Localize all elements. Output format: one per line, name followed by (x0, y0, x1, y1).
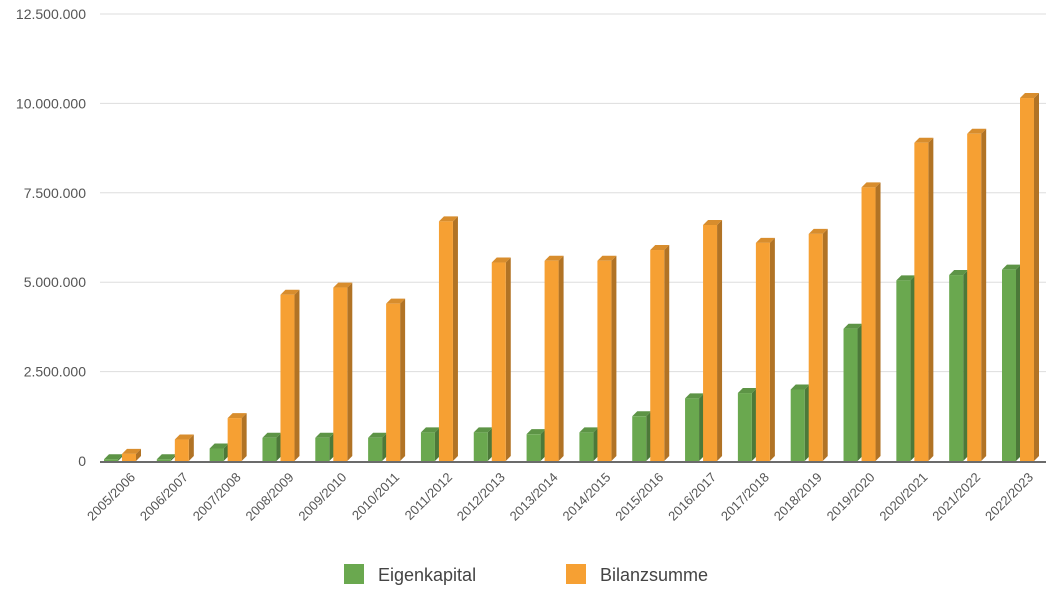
x-tick-label: 2019/2020 (824, 470, 878, 524)
bar-bilanzsumme (597, 255, 617, 461)
x-tick-label: 2013/2014 (507, 470, 561, 524)
bars (104, 93, 1039, 461)
bar-bilanzsumme (544, 255, 564, 461)
bar-bilanzsumme (861, 182, 881, 461)
legend-label: Bilanzsumme (600, 565, 708, 585)
x-tick-label: 2015/2016 (612, 470, 666, 524)
x-tick-label: 2007/2008 (190, 470, 244, 524)
x-axis-labels: 2005/20062006/20072007/20082008/20092009… (84, 470, 1036, 524)
x-tick-label: 2009/2010 (295, 470, 349, 524)
legend-item-eigenkapital: Eigenkapital (344, 564, 476, 585)
legend-swatch (566, 564, 586, 584)
bar-bilanzsumme (755, 237, 775, 461)
bar-bilanzsumme (967, 128, 987, 461)
x-tick-label: 2005/2006 (84, 470, 138, 524)
x-tick-label: 2012/2013 (454, 470, 508, 524)
bar-eigenkapital (685, 393, 705, 461)
y-tick-label: 12.500.000 (16, 6, 86, 22)
bar-eigenkapital (949, 270, 969, 461)
legend-item-bilanzsumme: Bilanzsumme (566, 564, 708, 585)
bar-bilanzsumme (174, 434, 194, 461)
bar-eigenkapital (632, 411, 652, 461)
bar-eigenkapital (420, 427, 440, 461)
y-axis-ticks: 0 2.500.000 5.000.000 7.500.000 10.000.000 12… (16, 6, 86, 469)
x-tick-label: 2022/2023 (982, 470, 1036, 524)
legend-label: Eigenkapital (378, 565, 476, 585)
bar-eigenkapital (368, 432, 388, 461)
bar-bilanzsumme (280, 289, 300, 461)
bar-eigenkapital (209, 443, 229, 461)
x-tick-label: 2006/2007 (137, 470, 191, 524)
bar-bilanzsumme (491, 257, 511, 461)
bar-eigenkapital (526, 429, 546, 461)
bar-eigenkapital (790, 384, 810, 461)
x-tick-label: 2011/2012 (402, 470, 455, 523)
x-tick-label: 2014/2015 (559, 470, 613, 524)
y-tick-label: 0 (78, 453, 86, 469)
x-tick-label: 2021/2022 (929, 470, 983, 524)
bar-bilanzsumme (914, 137, 934, 461)
bar-bilanzsumme (808, 228, 828, 461)
legend: Eigenkapital Bilanzsumme (344, 564, 708, 585)
x-tick-label: 2016/2017 (665, 470, 719, 524)
bar-bilanzsumme (227, 413, 247, 461)
bar-eigenkapital (1002, 264, 1021, 461)
bar-eigenkapital (473, 427, 493, 461)
x-tick-label: 2010/2011 (349, 470, 402, 523)
legend-swatch (344, 564, 364, 584)
bar-eigenkapital (156, 454, 176, 461)
bar-eigenkapital (104, 454, 123, 461)
y-tick-label: 2.500.000 (24, 364, 86, 380)
x-tick-label: 2008/2009 (243, 470, 297, 524)
bar-eigenkapital (262, 432, 282, 461)
y-tick-label: 10.000.000 (16, 95, 86, 111)
y-tick-label: 5.000.000 (24, 274, 86, 290)
bar-bilanzsumme (703, 219, 723, 461)
bar-bilanzsumme (438, 216, 458, 461)
bar-bilanzsumme (333, 282, 353, 461)
bar-eigenkapital (579, 427, 599, 461)
x-tick-label: 2020/2021 (876, 470, 930, 524)
bar-bilanzsumme (1020, 93, 1039, 461)
x-tick-label: 2018/2019 (771, 470, 825, 524)
bar-bilanzsumme (122, 448, 141, 461)
gridlines (100, 13, 1046, 373)
y-tick-label: 7.500.000 (24, 185, 86, 201)
bar-bilanzsumme (650, 245, 670, 461)
bar-eigenkapital (843, 323, 863, 461)
bar-eigenkapital (737, 388, 757, 461)
bar-eigenkapital (315, 432, 335, 461)
x-tick-label: 2017/2018 (718, 470, 772, 524)
bar-eigenkapital (896, 275, 916, 461)
bar-bilanzsumme (386, 298, 406, 461)
